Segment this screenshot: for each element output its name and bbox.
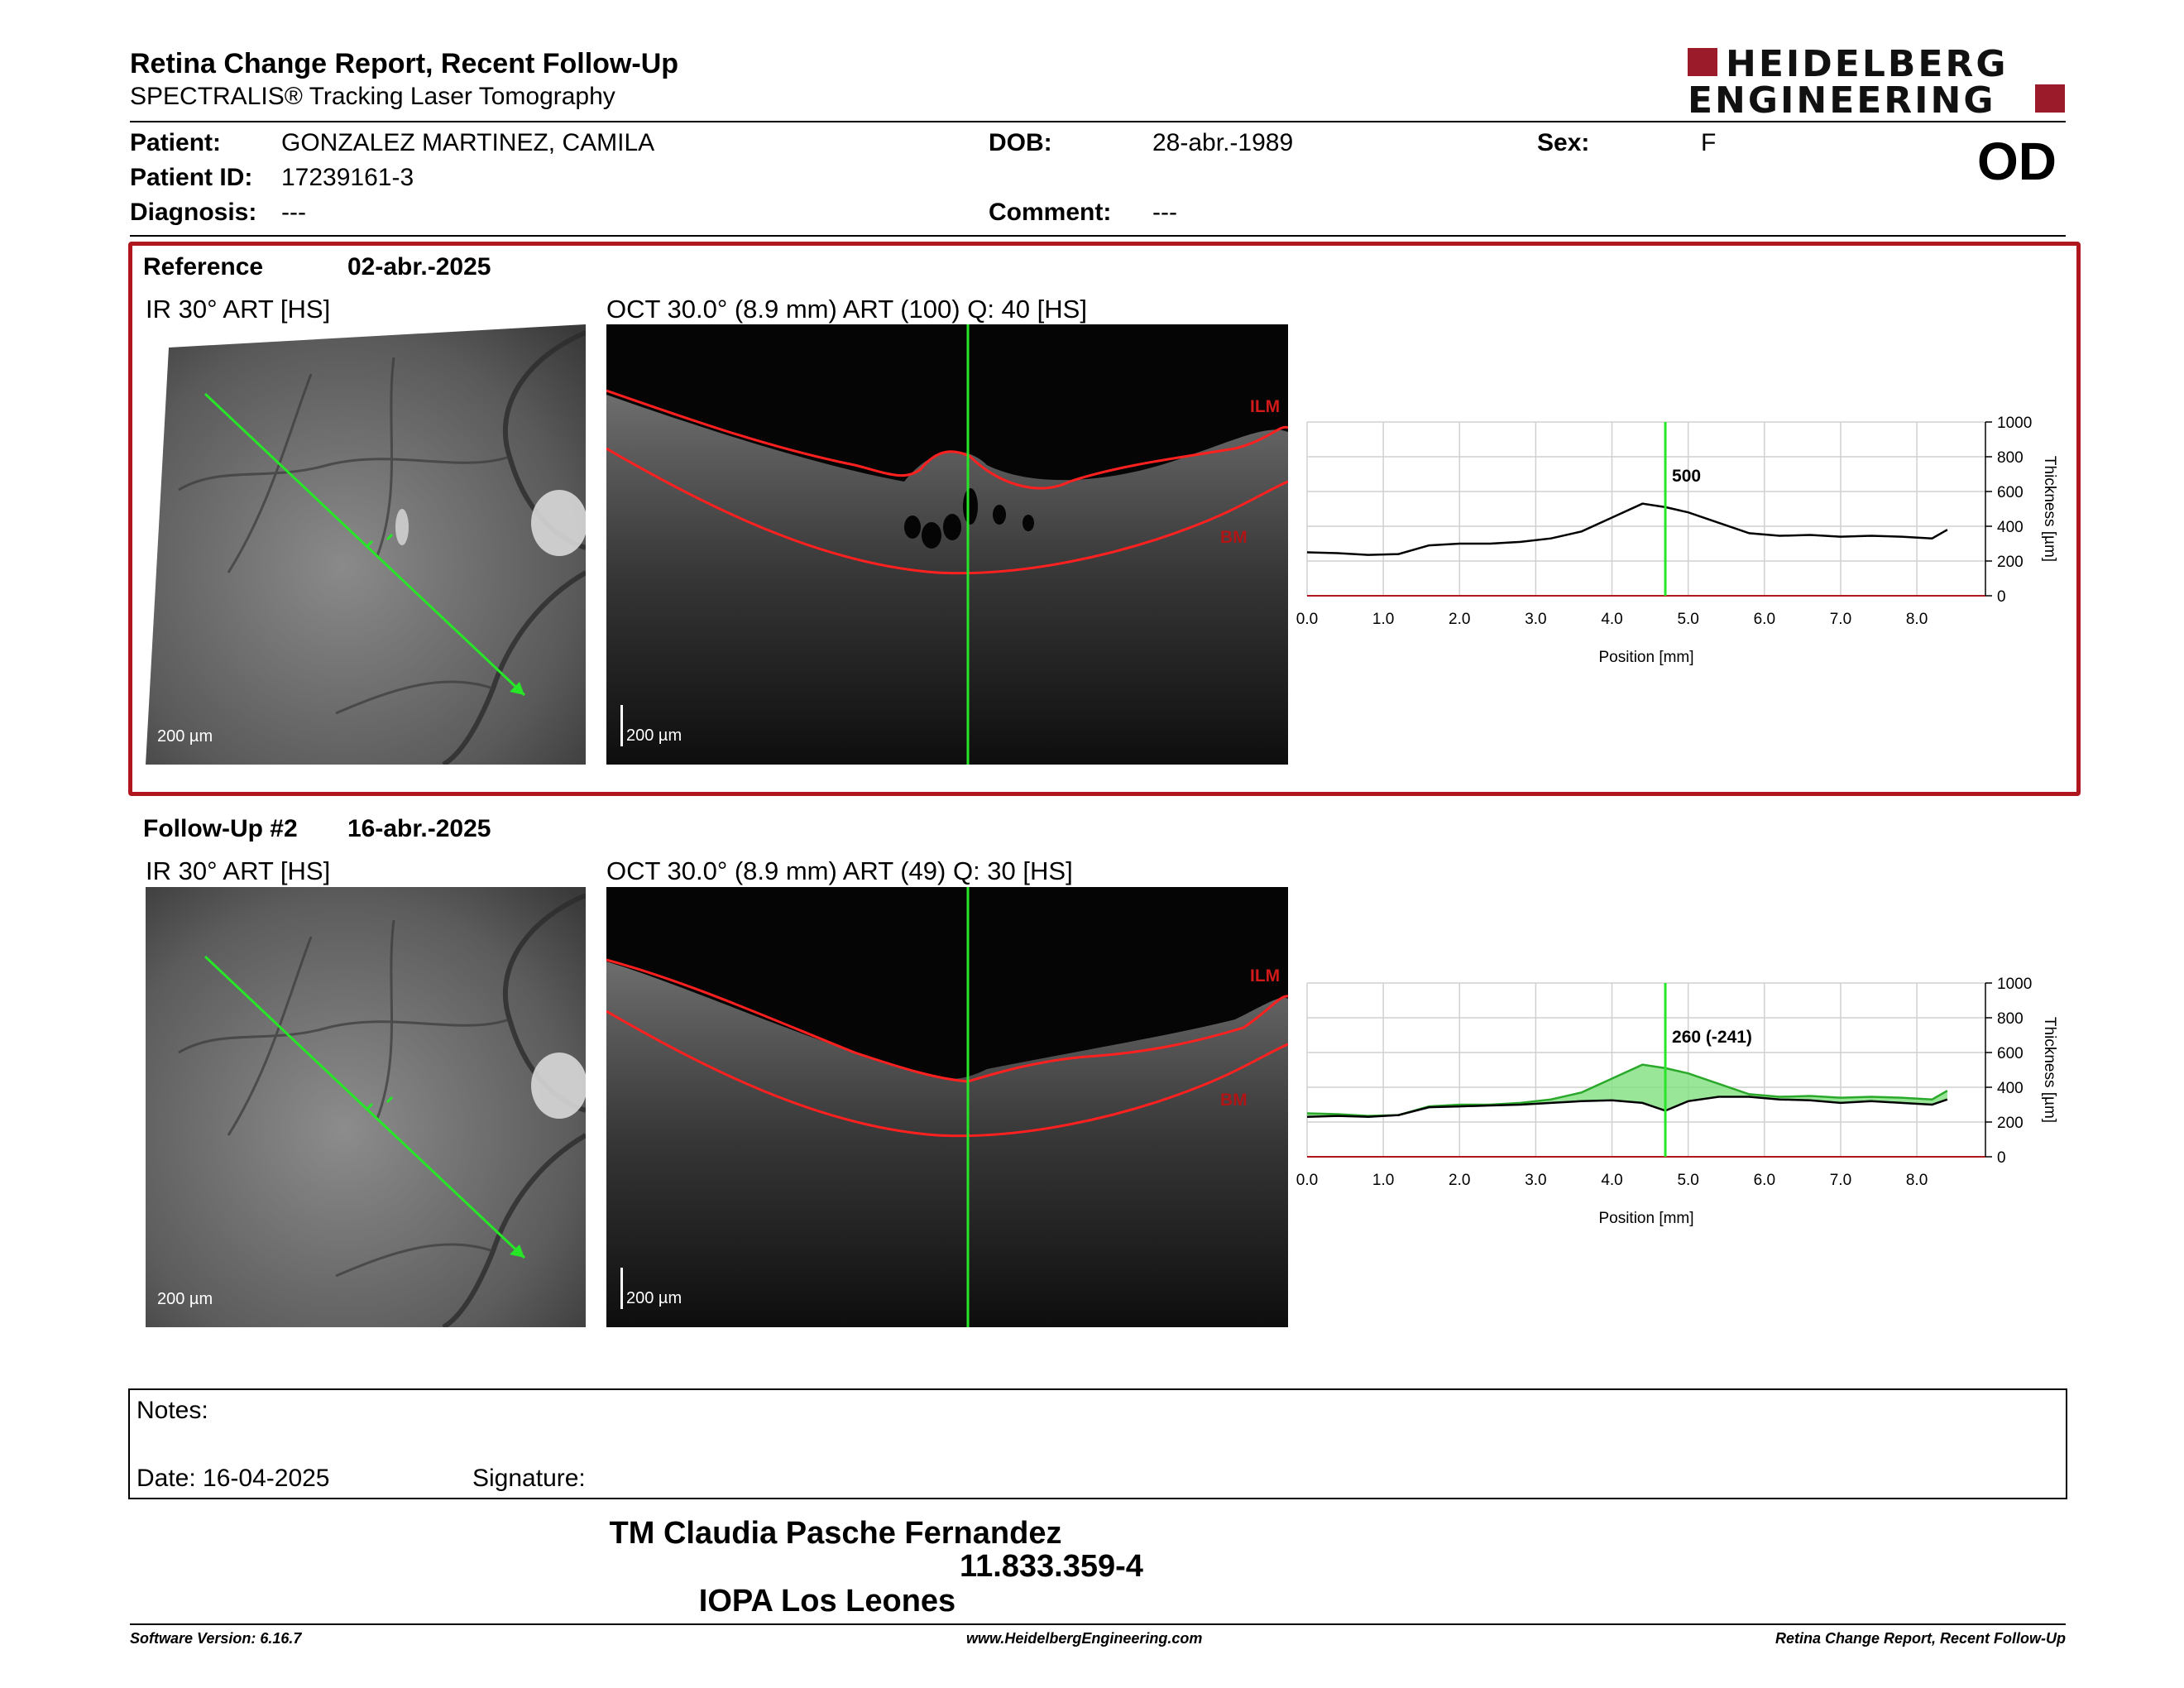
reference-date: 02-abr.-2025 xyxy=(347,253,491,281)
patient-id-label: Patient ID: xyxy=(130,164,253,191)
logo-line2: ENGINEERING xyxy=(1688,79,1996,122)
chart-x-tick-label: 1.0 xyxy=(1372,1172,1394,1189)
chart-x-tick-label: 5.0 xyxy=(1677,1172,1698,1189)
report-subtitle: SPECTRALIS® Tracking Laser Tomography xyxy=(130,83,615,110)
chart-y-tick-label: 1000 xyxy=(1997,415,2032,432)
reference-label: Reference xyxy=(143,253,264,281)
sex-label: Sex: xyxy=(1537,129,1590,156)
chart-x-tick-label: 2.0 xyxy=(1449,611,1470,628)
notes-box: Notes: Date: 16-04-2025 Signature: xyxy=(128,1388,2067,1499)
reference-ir-scale: 200 µm xyxy=(157,727,213,746)
followup-date: 16-abr.-2025 xyxy=(347,815,491,842)
followup-ir-title: IR 30° ART [HS] xyxy=(146,856,331,885)
followup-thickness-chart: 0.0 1.0 2.0 3.0 4.0 5.0 6.0 7.0 8.0 0 200 400 600 800… xyxy=(1296,976,2058,1227)
dob-value: 28-abr.-1989 xyxy=(1152,129,1294,156)
chart-y-tick-label: 1000 xyxy=(1997,976,2032,993)
comment-value: --- xyxy=(1152,199,1177,226)
notes-date: Date: 16-04-2025 xyxy=(136,1465,330,1492)
reference-ir-image: 200 µm xyxy=(146,324,586,765)
reference-bm-label: BM xyxy=(1220,528,1248,547)
signature-label: Signature: xyxy=(472,1465,586,1492)
chart-x-tick-label: 4.0 xyxy=(1601,1172,1622,1189)
chart-y-tick-label: 600 xyxy=(1997,1045,2024,1062)
chart-x-tick-label: 0.0 xyxy=(1296,611,1318,628)
chart-y-tick-label: 0 xyxy=(1997,1149,2006,1167)
reference-ilm-label: ILM xyxy=(1250,397,1281,416)
footer-version: Software Version: 6.16.7 xyxy=(130,1630,302,1647)
report-title: Retina Change Report, Recent Follow-Up xyxy=(130,48,679,79)
reference-ir-title: IR 30° ART [HS] xyxy=(146,295,331,324)
chart-y-tick-label: 400 xyxy=(1997,1080,2024,1097)
chart-y-tick-label: 0 xyxy=(1997,588,2006,606)
followup-ilm-label: ILM xyxy=(1250,966,1281,985)
diagnosis-label: Diagnosis: xyxy=(130,199,257,226)
chart-x-tick-label: 3.0 xyxy=(1525,611,1546,628)
chart-y-tick-label: 200 xyxy=(1997,554,2024,571)
followup-oct-scale: 200 µm xyxy=(626,1289,682,1307)
followup-label: Follow-Up #2 xyxy=(143,815,298,842)
signer-rut: 11.833.359-4 xyxy=(960,1549,1143,1584)
chart-y-tick-label: 400 xyxy=(1997,519,2024,536)
chart-x-tick-label: 0.0 xyxy=(1296,1172,1318,1189)
followup-oct-title: OCT 30.0° (8.9 mm) ART (49) Q: 30 [HS] xyxy=(606,856,1073,885)
reference-oct-title: OCT 30.0° (8.9 mm) ART (100) Q: 40 [HS] xyxy=(606,295,1087,324)
heidelberg-logo: HEIDELBERG ENGINEERING xyxy=(1688,43,2068,122)
followup-bm-label: BM xyxy=(1220,1091,1248,1110)
chart-x-tick-label: 2.0 xyxy=(1449,1172,1470,1189)
chart-x-tick-label: 4.0 xyxy=(1601,611,1622,628)
eye-label: OD xyxy=(1977,132,2057,191)
followup-oct-image: ILM BM 200 µm xyxy=(606,887,1288,1327)
reference-oct-image: ILM BM 200 µm xyxy=(606,324,1288,765)
reference-panel xyxy=(128,242,2081,796)
chart-y-tick-label: 800 xyxy=(1997,449,2024,467)
footer-report: Retina Change Report, Recent Follow-Up xyxy=(1774,1630,2066,1647)
chart-x-tick-label: 7.0 xyxy=(1830,1172,1851,1189)
chart-cursor-label: 260 (-241) xyxy=(1672,1028,1752,1047)
reference-oct-scale: 200 µm xyxy=(626,727,682,745)
comment-label: Comment: xyxy=(989,199,1112,226)
chart-series-line xyxy=(1306,1096,1948,1118)
chart-x-tick-label: 5.0 xyxy=(1677,611,1698,628)
followup-ir-image: 200 µm xyxy=(146,887,586,1327)
signer-name: TM Claudia Pasche Fernandez xyxy=(609,1516,1062,1551)
sex-value: F xyxy=(1701,129,1717,156)
chart-x-tick-label: 3.0 xyxy=(1525,1172,1546,1189)
chart-series-line xyxy=(1306,502,1948,556)
chart-x-tick-label: 8.0 xyxy=(1906,1172,1928,1189)
logo-line1: HEIDELBERG xyxy=(1726,43,2009,85)
chart-difference-area xyxy=(1307,1064,1947,1117)
chart-y-axis-label: Thickness [µm] xyxy=(2041,1017,2058,1123)
patient-id: 17239161-3 xyxy=(281,164,414,191)
chart-cursor-label: 500 xyxy=(1672,467,1701,486)
chart-y-tick-label: 600 xyxy=(1997,484,2024,501)
reference-thickness-chart: 0.0 1.0 2.0 3.0 4.0 5.0 6.0 7.0 8.0 0 200 400 600 800… xyxy=(1296,415,2058,666)
chart-x-axis-label: Position [mm] xyxy=(1598,1210,1693,1227)
footer-url[interactable]: www.HeidelbergEngineering.com xyxy=(966,1630,1203,1647)
dob-label: DOB: xyxy=(989,129,1052,156)
patient-name: GONZALEZ MARTINEZ, CAMILA xyxy=(281,129,655,156)
chart-y-tick-label: 200 xyxy=(1997,1115,2024,1132)
chart-x-tick-label: 6.0 xyxy=(1754,611,1775,628)
chart-x-axis-label: Position [mm] xyxy=(1598,649,1693,666)
chart-y-tick-label: 800 xyxy=(1997,1010,2024,1028)
diagnosis-value: --- xyxy=(281,199,306,226)
signer-org: IOPA Los Leones xyxy=(698,1584,956,1618)
patient-label: Patient: xyxy=(130,129,222,156)
chart-x-tick-label: 1.0 xyxy=(1372,611,1394,628)
followup-ir-scale: 200 µm xyxy=(157,1290,213,1308)
chart-y-axis-label: Thickness [µm] xyxy=(2041,456,2058,562)
notes-label: Notes: xyxy=(136,1397,208,1424)
chart-x-tick-label: 7.0 xyxy=(1830,611,1851,628)
chart-x-tick-label: 8.0 xyxy=(1906,611,1928,628)
chart-x-tick-label: 6.0 xyxy=(1754,1172,1775,1189)
